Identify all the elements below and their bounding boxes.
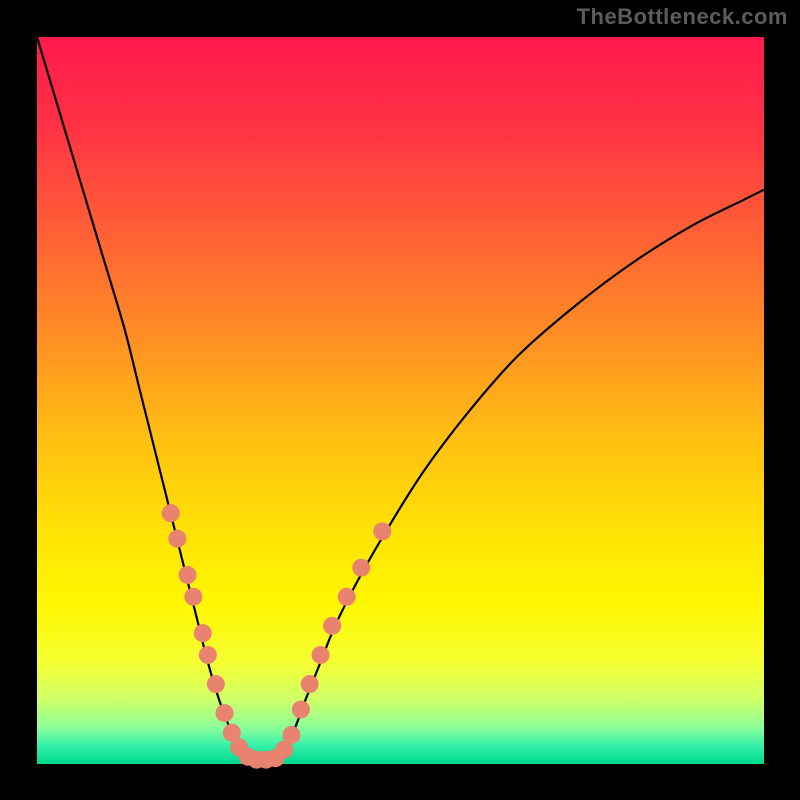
- marker-dot: [162, 504, 180, 522]
- stage: TheBottleneck.com: [0, 0, 800, 800]
- marker-dot: [373, 522, 391, 540]
- chart-svg: [0, 0, 800, 800]
- marker-dot: [301, 675, 319, 693]
- watermark-text: TheBottleneck.com: [577, 4, 788, 30]
- plot-background: [37, 37, 764, 764]
- marker-dot: [312, 646, 330, 664]
- marker-dot: [184, 588, 202, 606]
- marker-dot: [216, 704, 234, 722]
- marker-dot: [292, 700, 310, 718]
- marker-dot: [338, 588, 356, 606]
- marker-dot: [207, 675, 225, 693]
- marker-dot: [194, 624, 212, 642]
- marker-dot: [168, 530, 186, 548]
- marker-dot: [282, 726, 300, 744]
- marker-dot: [199, 646, 217, 664]
- marker-dot: [323, 617, 341, 635]
- marker-dot: [178, 566, 196, 584]
- marker-dot: [352, 559, 370, 577]
